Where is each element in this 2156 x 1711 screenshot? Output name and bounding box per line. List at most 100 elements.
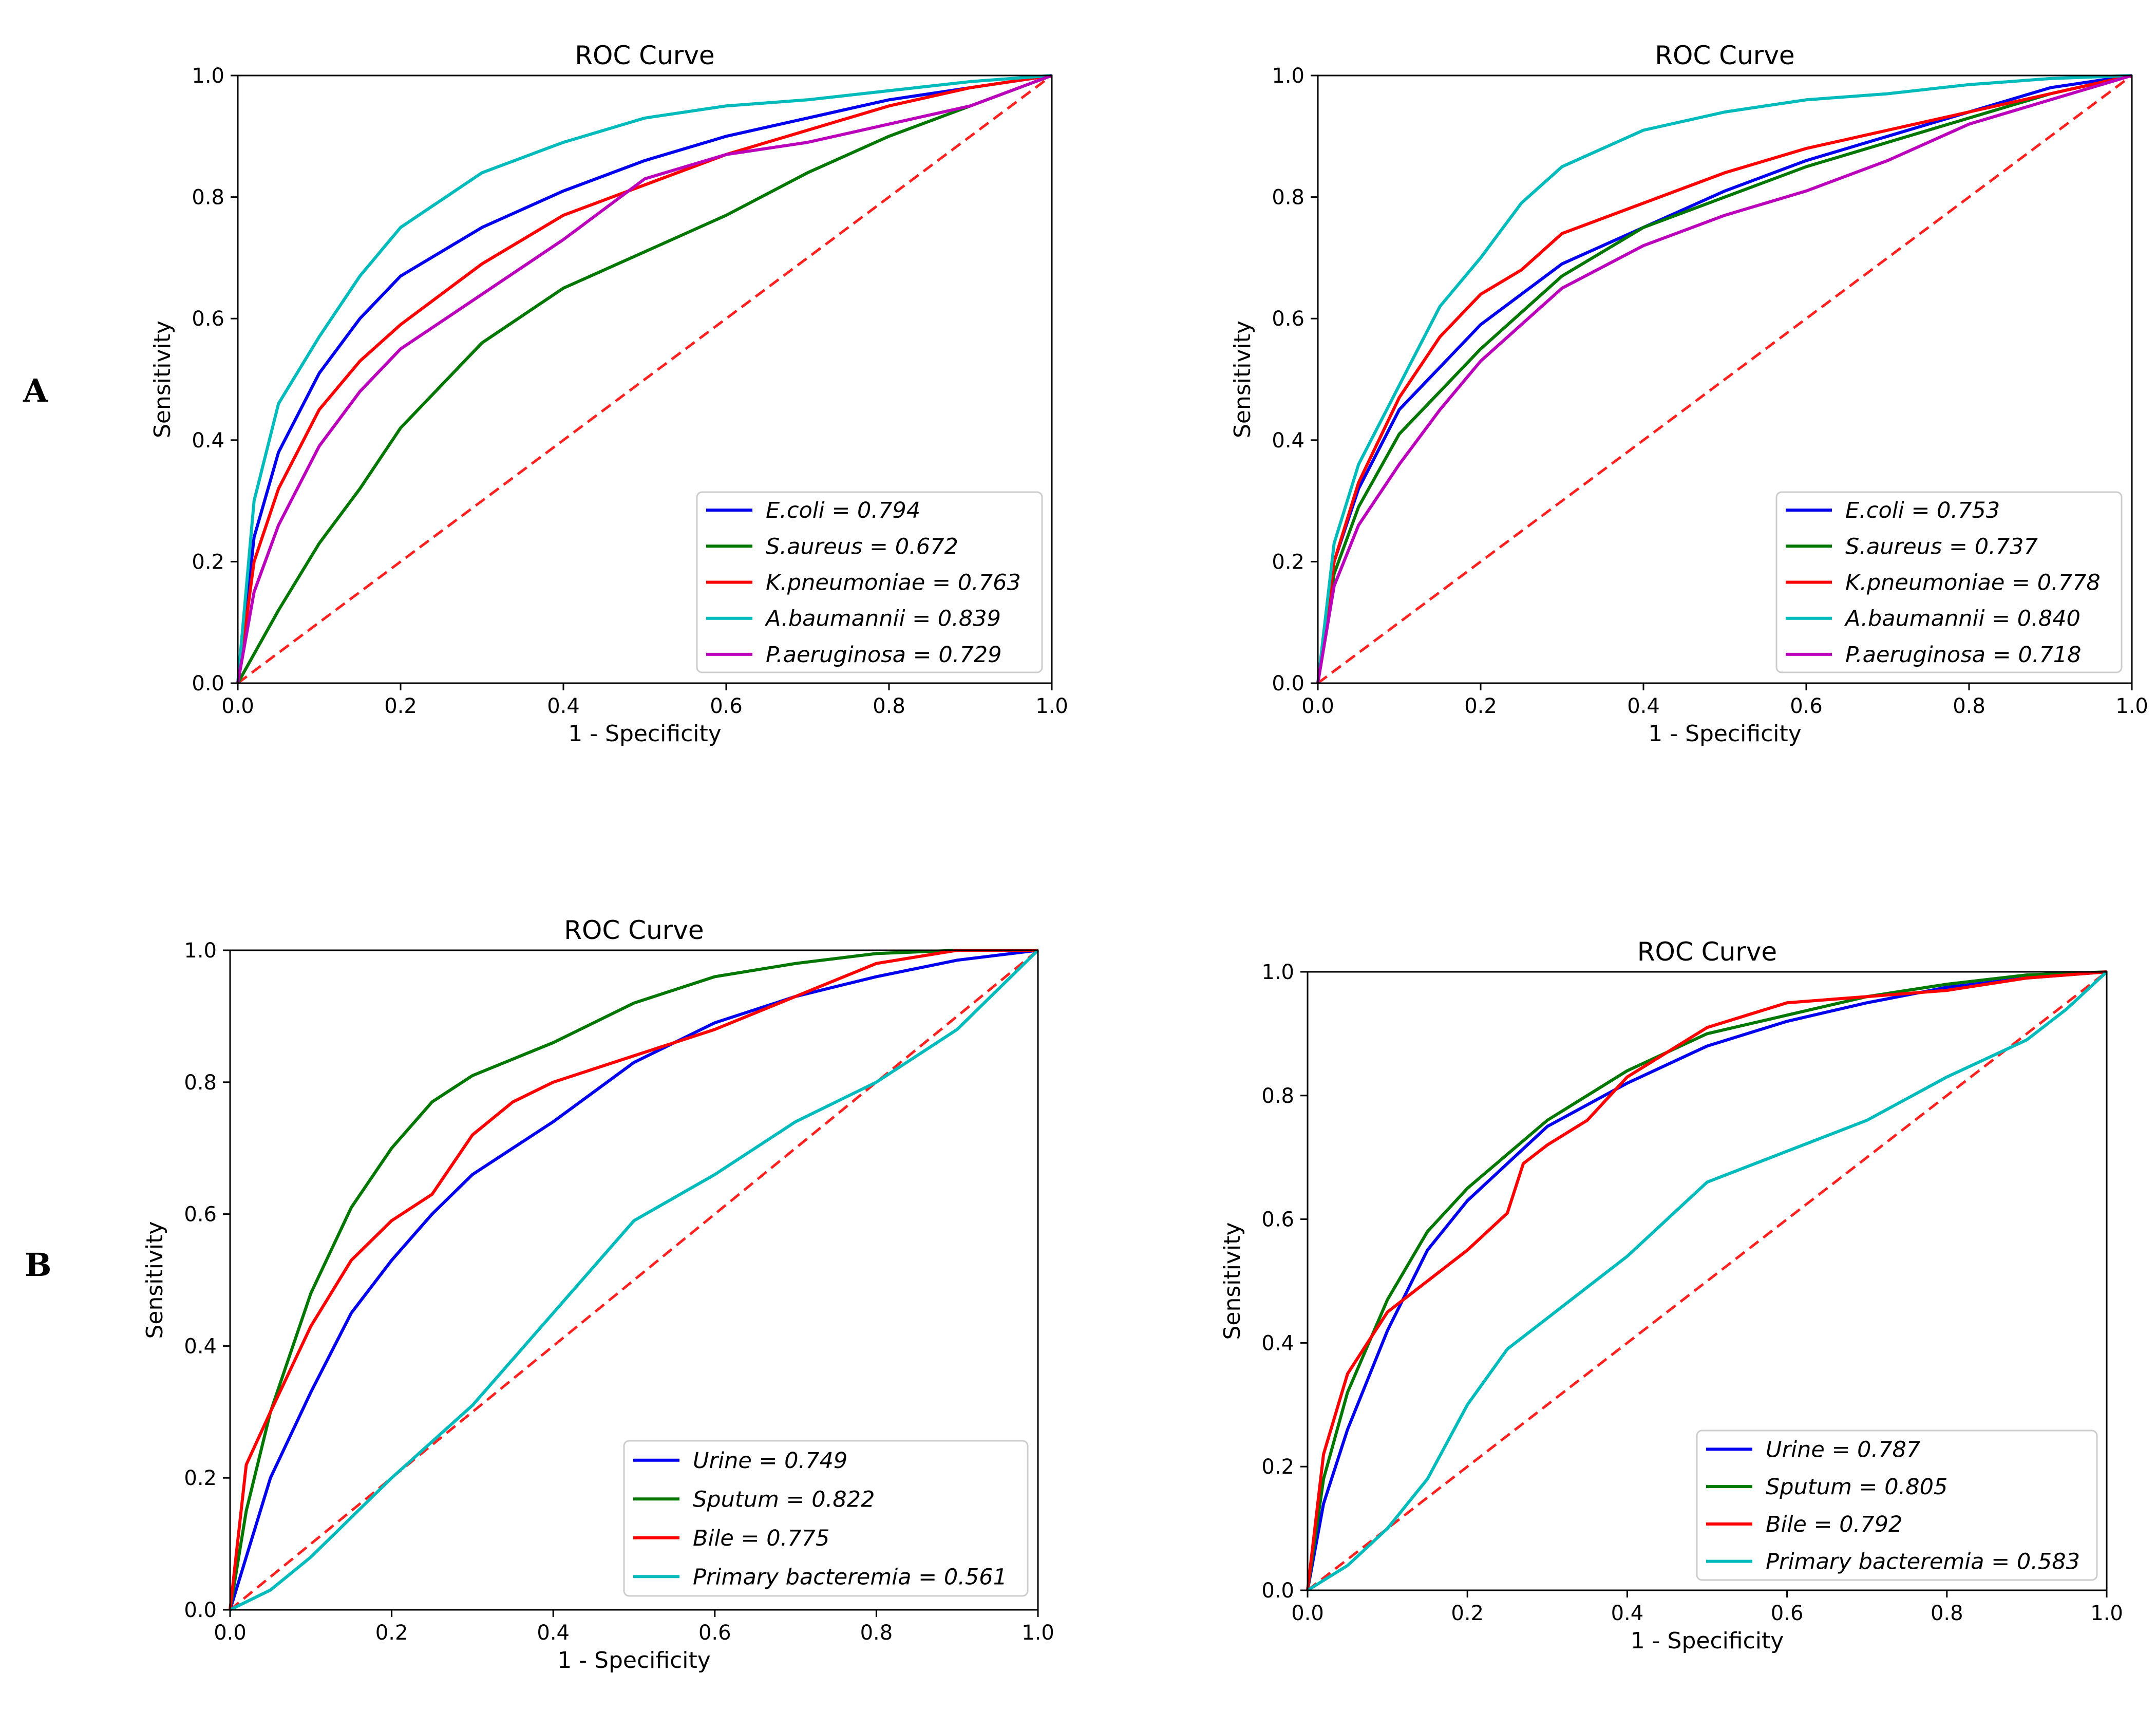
x-tick-label: 0.6 (710, 694, 743, 718)
series-line-4 (1307, 970, 2108, 1592)
x-tick-label: 0.2 (1464, 694, 1497, 718)
y-axis-label: Sensitivity (142, 1221, 168, 1339)
x-tick-label: 0.4 (537, 1621, 570, 1645)
y-tick-label: 0.2 (184, 1466, 217, 1490)
panel-label-a: A (23, 372, 48, 409)
legend-entry-1: Urine = 0.749 (693, 1448, 847, 1474)
x-tick-label: 1.0 (2115, 694, 2148, 718)
reference-diagonal (1317, 74, 2133, 685)
y-tick-label: 0.4 (184, 1334, 217, 1358)
x-tick-label: 0.2 (384, 694, 417, 718)
legend-entry-1: E.coli = 0.794 (766, 498, 920, 523)
plot-frame (237, 74, 1053, 684)
series-line-2 (1306, 970, 2107, 1591)
y-tick-label: 0.6 (184, 1203, 217, 1227)
y-axis-label: Sensitivity (1230, 321, 1256, 438)
x-tick-label: 0.0 (221, 694, 254, 718)
chart-2: ROC Curve 0.0 0.2 0.4 0.6 0.8 1.0 0.0 0.2 0.4 0.6 0… (1230, 41, 2148, 747)
y-tick-label: 1.0 (1272, 64, 1304, 88)
y-tick-label: 0.0 (1272, 672, 1304, 695)
legend-entry-4: A.baumannii = 0.840 (1844, 606, 2081, 632)
x-tick-label: 0.8 (873, 694, 905, 718)
y-axis-label: Sensitivity (1219, 1222, 1245, 1340)
legend: E.coli = 0.794 S.aureus = 0.672 K.pneumoni… (696, 491, 1043, 673)
y-tick-label: 0.8 (1272, 186, 1304, 210)
x-tick-label: 0.2 (375, 1621, 408, 1645)
plot-frame (229, 949, 1039, 1611)
chart-title: ROC Curve (1655, 41, 1794, 70)
x-tick-label: 0.8 (1931, 1602, 1963, 1625)
series-line-3 (1306, 970, 2107, 1591)
legend-entry-2: Sputum = 0.822 (693, 1487, 875, 1512)
x-tick-label: 0.6 (1790, 694, 1823, 718)
legend-entry-3: Bile = 0.775 (693, 1526, 829, 1551)
panel-label-b: B (25, 1246, 51, 1284)
x-tick-label: 0.0 (214, 1621, 247, 1645)
legend-entry-4: Primary bacteremia = 0.561 (693, 1564, 1007, 1590)
series-line-4 (229, 949, 1039, 1611)
y-axis-label: Sensitivity (149, 321, 176, 438)
y-tick-label: 0.8 (184, 1071, 217, 1095)
y-tick-label: 0.0 (192, 672, 224, 695)
x-tick-label: 0.8 (860, 1621, 893, 1645)
legend-entry-1: Urine = 0.787 (1766, 1437, 1920, 1462)
x-axis-label: 1 - Specificity (568, 721, 722, 747)
x-tick-label: 0.6 (698, 1621, 731, 1645)
y-tick-label: 1.0 (192, 64, 224, 88)
series-line-2 (229, 949, 1038, 1610)
legend: E.coli = 0.753 S.aureus = 0.737 K.pneumoni… (1775, 491, 2123, 673)
x-tick-label: 1.0 (1022, 1621, 1054, 1645)
legend-entry-3: Bile = 0.792 (1766, 1512, 1902, 1537)
x-tick-label: 0.0 (1301, 694, 1334, 718)
reference-diagonal (237, 74, 1053, 685)
chart-title: ROC Curve (564, 915, 704, 945)
x-tick-label: 0.0 (1291, 1602, 1324, 1625)
y-tick-label: 0.2 (1272, 550, 1304, 574)
series-line-2 (1316, 74, 2132, 684)
x-tick-label: 1.0 (2090, 1602, 2123, 1625)
chart-title: ROC Curve (575, 41, 714, 70)
chart-1: ROC Curve 0.0 0.2 0.4 0.6 0.8 1.0 0.0 0.2 0.4 0.6 0… (149, 41, 1068, 747)
legend-entry-1: E.coli = 0.753 (1845, 498, 2000, 523)
y-tick-label: 0.2 (192, 550, 224, 574)
chart-3: ROC Curve 0.0 0.2 0.4 0.6 0.8 1.0 0.0 0.2 0.4 0.6 0… (142, 915, 1054, 1674)
legend-box (696, 491, 1043, 673)
y-tick-label: 0.4 (192, 429, 224, 453)
y-tick-label: 0.0 (1261, 1579, 1294, 1603)
series-line-1 (229, 949, 1038, 1610)
y-tick-label: 0.6 (1261, 1208, 1294, 1232)
y-tick-label: 1.0 (1261, 961, 1294, 984)
series-line-3 (236, 74, 1052, 684)
y-tick-label: 0.8 (192, 186, 224, 210)
legend-box (623, 1440, 1029, 1597)
legend-box (1696, 1430, 2098, 1581)
series-line-1 (236, 74, 1052, 684)
chart-title: ROC Curve (1637, 937, 1777, 967)
x-axis-label: 1 - Specificity (1631, 1628, 1784, 1654)
legend-entry-5: P.aeruginosa = 0.718 (1845, 642, 2081, 668)
plot-frame (1307, 971, 2108, 1591)
y-tick-label: 0.8 (1261, 1084, 1294, 1108)
x-tick-label: 1.0 (1035, 694, 1068, 718)
y-tick-label: 0.4 (1272, 429, 1304, 453)
x-tick-label: 0.6 (1771, 1602, 1804, 1625)
series-line-4 (1316, 74, 2132, 684)
legend-entry-4: A.baumannii = 0.839 (764, 606, 1001, 632)
x-tick-label: 0.4 (1611, 1602, 1644, 1625)
series-line-5 (1316, 74, 2132, 684)
series-line-3 (229, 949, 1038, 1610)
x-axis-label: 1 - Specificity (1648, 721, 1802, 747)
reference-diagonal (1307, 971, 2108, 1591)
legend-entry-4: Primary bacteremia = 0.583 (1766, 1549, 2080, 1575)
series-line-4 (236, 74, 1052, 684)
legend-entry-2: Sputum = 0.805 (1766, 1474, 1947, 1500)
legend-entry-3: K.pneumoniae = 0.763 (766, 570, 1021, 596)
y-tick-label: 0.6 (192, 307, 224, 331)
legend-entry-2: S.aureus = 0.737 (1845, 534, 2038, 559)
y-tick-label: 1.0 (184, 939, 217, 963)
chart-4: ROC Curve 0.0 0.2 0.4 0.6 0.8 1.0 0.0 0.2 0.4 0.6 0… (1219, 937, 2123, 1654)
x-tick-label: 0.4 (1627, 694, 1660, 718)
x-tick-label: 0.4 (547, 694, 580, 718)
x-axis-label: 1 - Specificity (557, 1647, 711, 1674)
